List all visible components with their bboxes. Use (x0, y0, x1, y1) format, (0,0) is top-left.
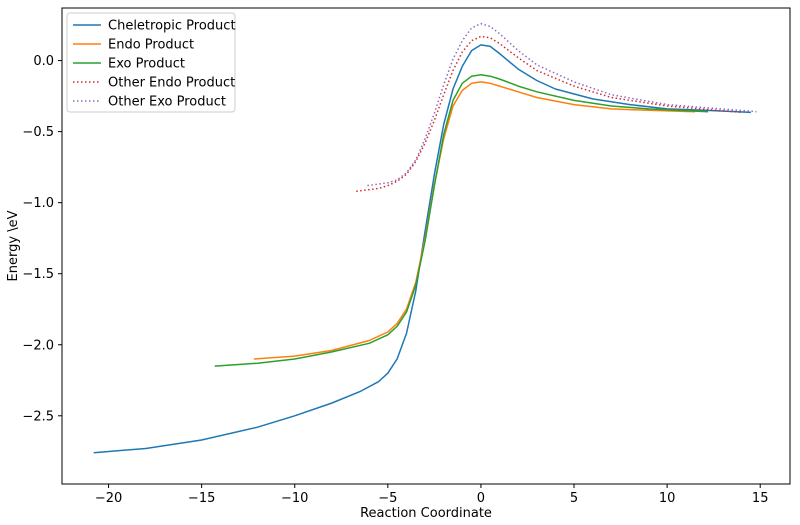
x-tick-label: 15 (752, 491, 769, 506)
series-line-4 (367, 22, 757, 187)
x-tick-label: 5 (570, 491, 578, 506)
legend-label: Cheletropic Product (108, 19, 236, 34)
y-tick-label: −2.0 (22, 338, 54, 353)
plot-lines (93, 22, 757, 454)
y-tick-label: −2.5 (22, 409, 54, 424)
x-tick-label: −10 (281, 491, 308, 506)
series-line-0 (93, 44, 751, 454)
legend-label: Exo Product (108, 57, 185, 72)
x-tick-label: −20 (95, 491, 122, 506)
x-tick-label: −5 (378, 491, 397, 506)
series-line-1 (253, 81, 696, 360)
y-tick-label: −1.5 (22, 267, 54, 282)
legend-label: Endo Product (108, 38, 194, 53)
y-axis: 0.0 −0.5 −1.0 −1.5 −2.0 −2.5 (22, 54, 62, 424)
legend-label: Other Exo Product (108, 95, 226, 110)
series-line-2 (214, 74, 709, 367)
x-axis-label: Reaction Coordinate (360, 506, 492, 521)
y-axis-label: Energy \eV (6, 210, 21, 281)
x-tick-label: 0 (477, 491, 485, 506)
legend: Cheletropic Product Endo Product Exo Produ… (66, 12, 236, 113)
plot-frame (61, 7, 791, 485)
series-line-3 (356, 35, 742, 193)
x-axis: −20 −15 −10 −5 0 5 10 15 (95, 484, 769, 506)
y-tick-label: −1.0 (22, 196, 54, 211)
legend-label: Other Endo Product (108, 76, 235, 91)
legend-box (66, 12, 236, 113)
y-tick-label: 0.0 (33, 54, 54, 69)
x-tick-label: 10 (659, 491, 676, 506)
y-tick-label: −0.5 (22, 125, 54, 140)
x-tick-label: −15 (188, 491, 215, 506)
